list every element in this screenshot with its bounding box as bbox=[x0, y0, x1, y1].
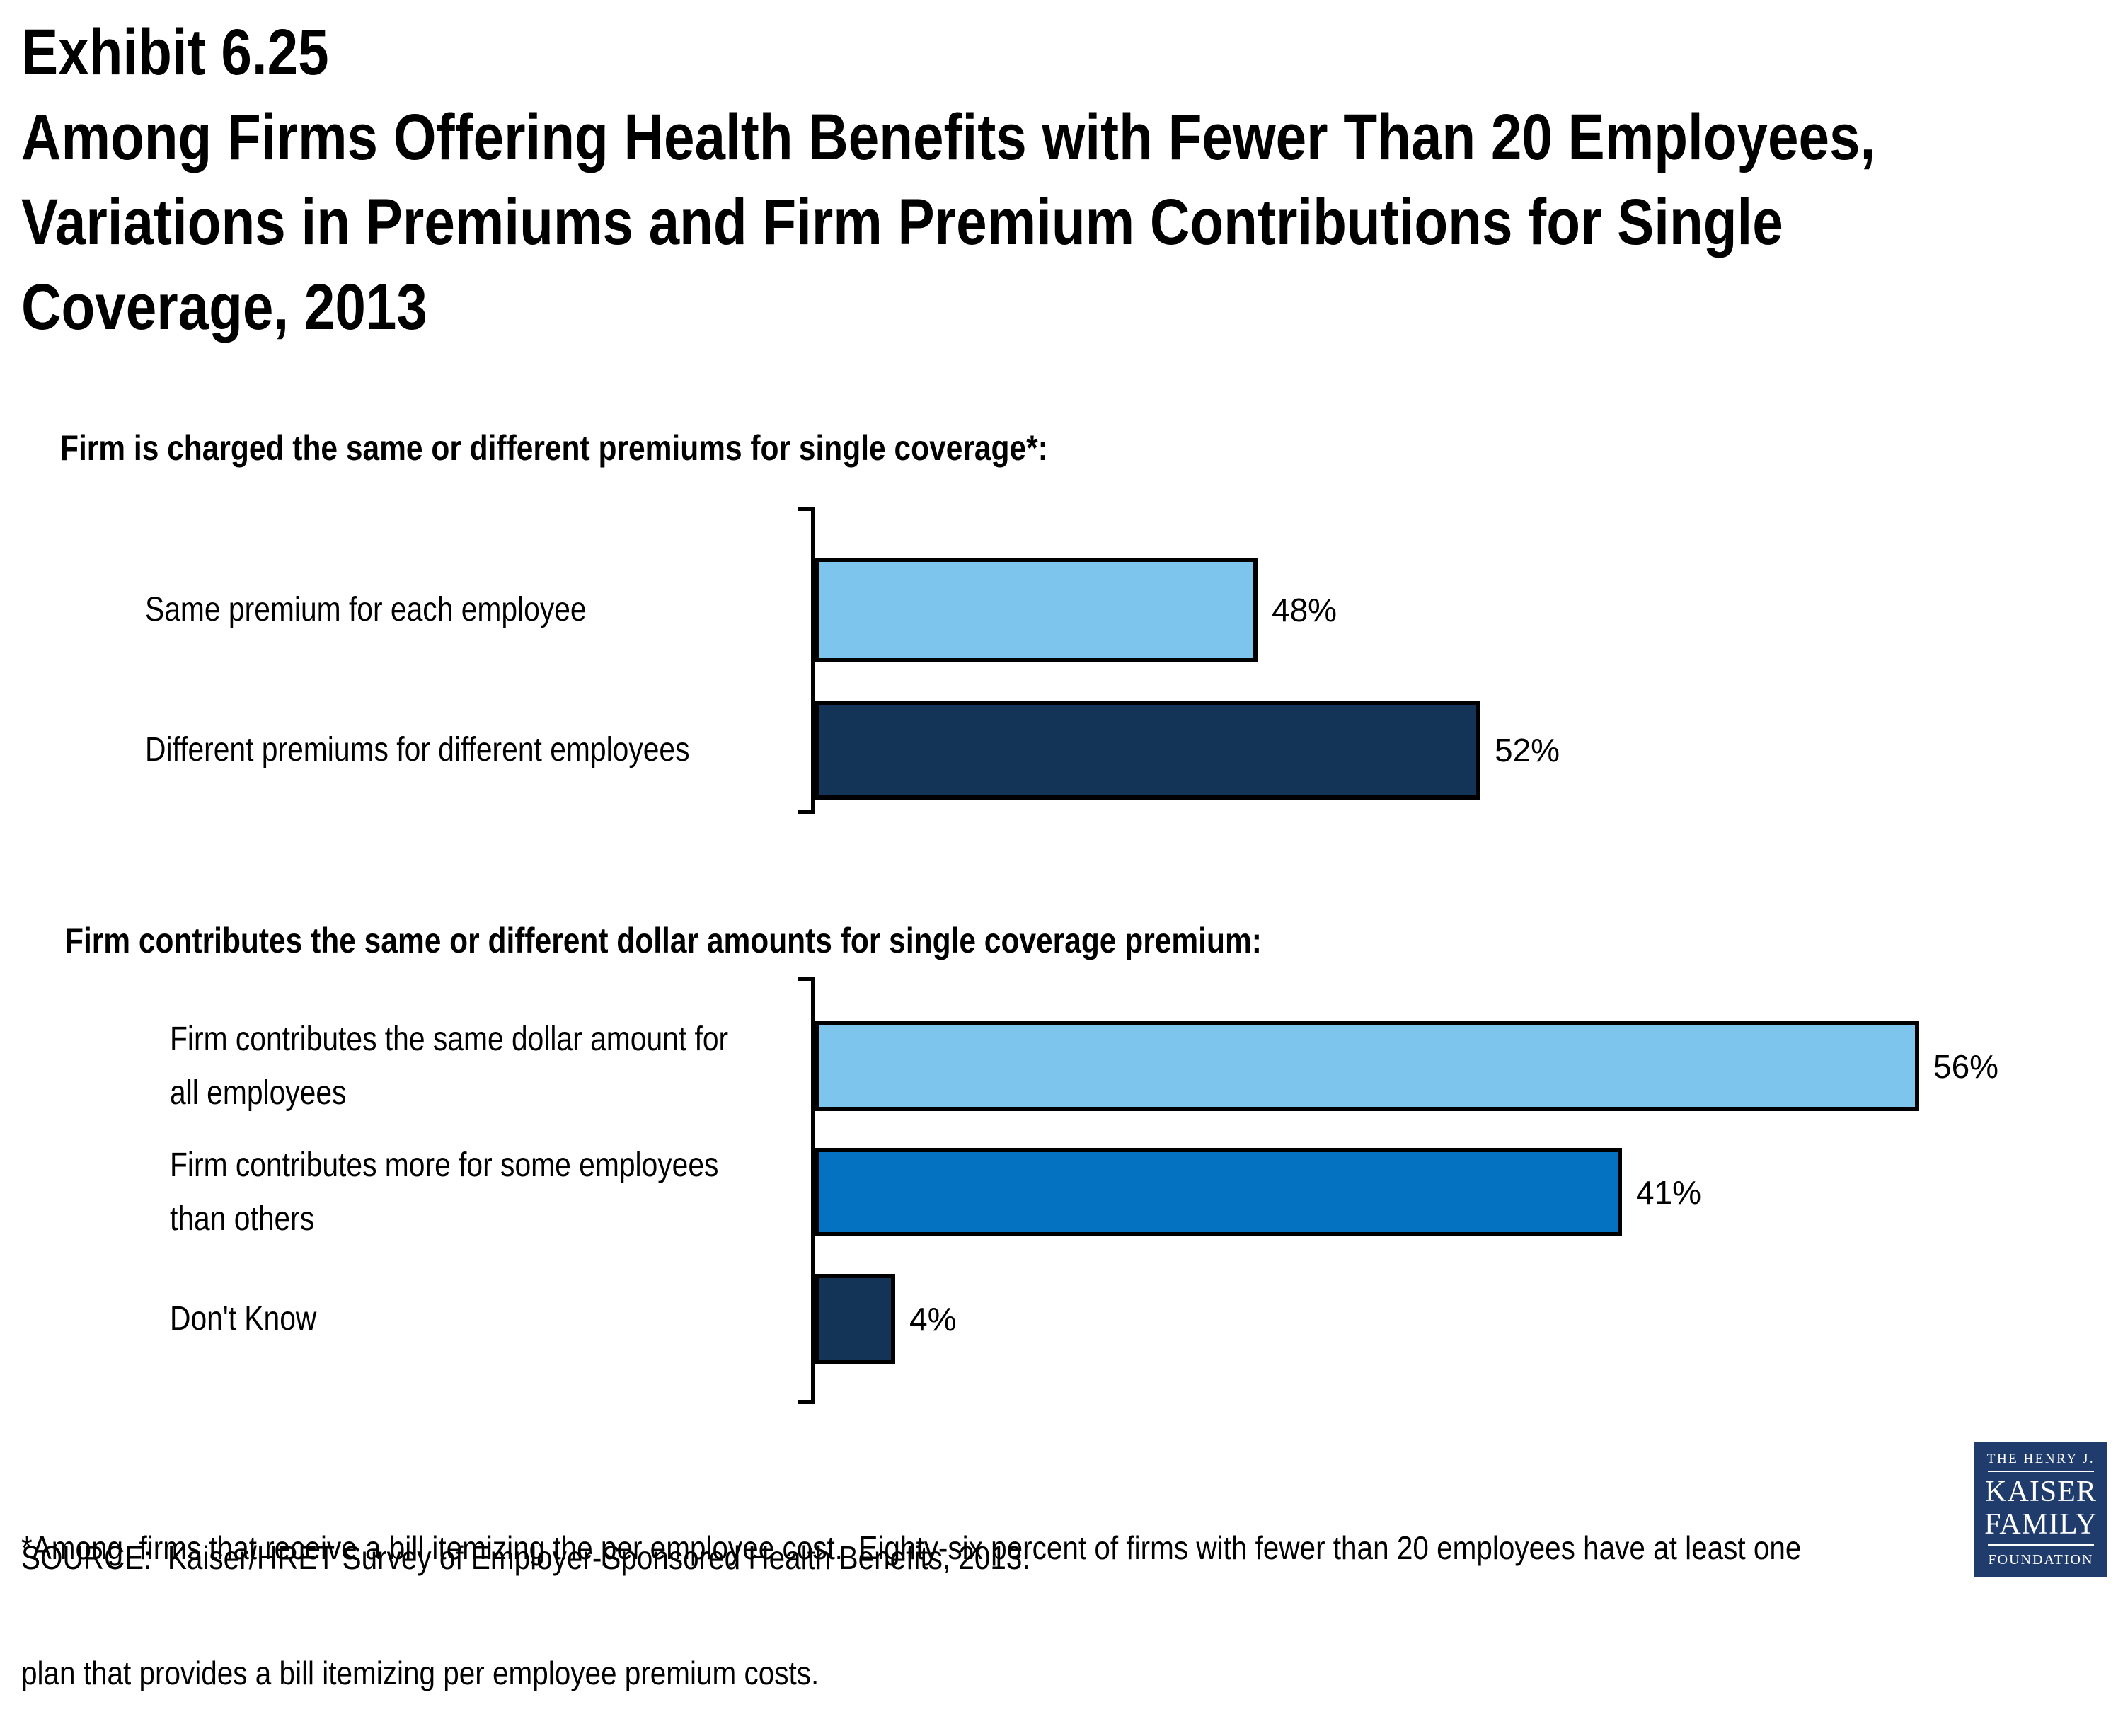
footnote-line: *Among firms that receive a bill itemizi… bbox=[21, 1529, 1802, 1566]
title-line-exhibit-number: Exhibit 6.25 bbox=[21, 16, 329, 88]
category-label-line: Firm contributes the same dollar amount … bbox=[170, 1020, 729, 1058]
page: { "title_lines": [ "Exhibit 6.25", "Amon… bbox=[21, 10, 2107, 1691]
value-label-same-dollar-amount: 56% bbox=[1933, 1047, 1999, 1085]
bar-row-same-premium: 48% bbox=[815, 558, 1337, 662]
bar-dont-know bbox=[815, 1274, 895, 1364]
category-label-line: Firm contributes more for some employees bbox=[170, 1146, 719, 1184]
section2-heading: Firm contributes the same or different d… bbox=[65, 921, 1262, 960]
logo-text-foundation: FOUNDATION bbox=[1988, 1551, 2094, 1568]
logo-text-family: FAMILY bbox=[1984, 1507, 2098, 1541]
bar-different-premiums bbox=[815, 701, 1480, 800]
exhibit-title: Exhibit 6.25 Among Firms Offering Health… bbox=[21, 10, 1875, 350]
bar-row-dont-know: 4% bbox=[815, 1274, 956, 1364]
bar-row-contributes-more: 41% bbox=[815, 1148, 1701, 1236]
section1-heading: Firm is charged the same or different pr… bbox=[60, 428, 1048, 468]
chart2-axis-bracket bbox=[798, 977, 815, 1404]
bar-same-premium bbox=[815, 558, 1258, 662]
category-label-line: than others bbox=[170, 1200, 315, 1238]
logo-text-henry-j: THE HENRY J. bbox=[1986, 1451, 2095, 1466]
chart1-axis-bracket bbox=[798, 507, 815, 814]
title-line: Among Firms Offering Health Benefits wit… bbox=[21, 101, 1876, 173]
kff-logo: THE HENRY J. KAISER FAMILY FOUNDATION bbox=[1974, 1442, 2107, 1577]
title-line: Coverage, 2013 bbox=[21, 271, 427, 343]
category-label-dont-know: Don't Know bbox=[170, 1299, 317, 1338]
category-label-different-premiums: Different premiums for different employe… bbox=[145, 731, 690, 769]
logo-rule bbox=[1988, 1544, 2094, 1546]
logo-rule bbox=[1988, 1470, 2094, 1472]
value-label-same-premium: 48% bbox=[1272, 592, 1337, 628]
category-label-same-dollar-amount: Firm contributes the same dollar amount … bbox=[170, 1021, 827, 1112]
logo-text-kaiser: KAISER bbox=[1985, 1475, 2097, 1508]
value-label-contributes-more: 41% bbox=[1636, 1173, 1702, 1211]
bar-contributes-more bbox=[815, 1148, 1622, 1236]
bar-row-same-dollar-amount: 56% bbox=[815, 1021, 1998, 1111]
bar-same-dollar-amount bbox=[815, 1021, 1919, 1111]
source-line: SOURCE: Kaiser/HRET Survey of Employer-S… bbox=[21, 1539, 1030, 1576]
footnote-line: plan that provides a bill itemizing per … bbox=[21, 1655, 819, 1691]
value-label-different-premiums: 52% bbox=[1495, 732, 1560, 769]
category-label-same-premium: Same premium for each employee bbox=[145, 591, 587, 628]
bar-row-different-premiums: 52% bbox=[815, 701, 1560, 800]
value-label-dont-know: 4% bbox=[909, 1300, 957, 1338]
category-label-line: all employees bbox=[170, 1074, 347, 1112]
title-line: Variations in Premiums and Firm Premium … bbox=[21, 186, 1783, 258]
footnote: *Among firms that receive a bill itemizi… bbox=[21, 1444, 1801, 1736]
category-label-contributes-more: Firm contributes more for some employees… bbox=[170, 1146, 815, 1238]
